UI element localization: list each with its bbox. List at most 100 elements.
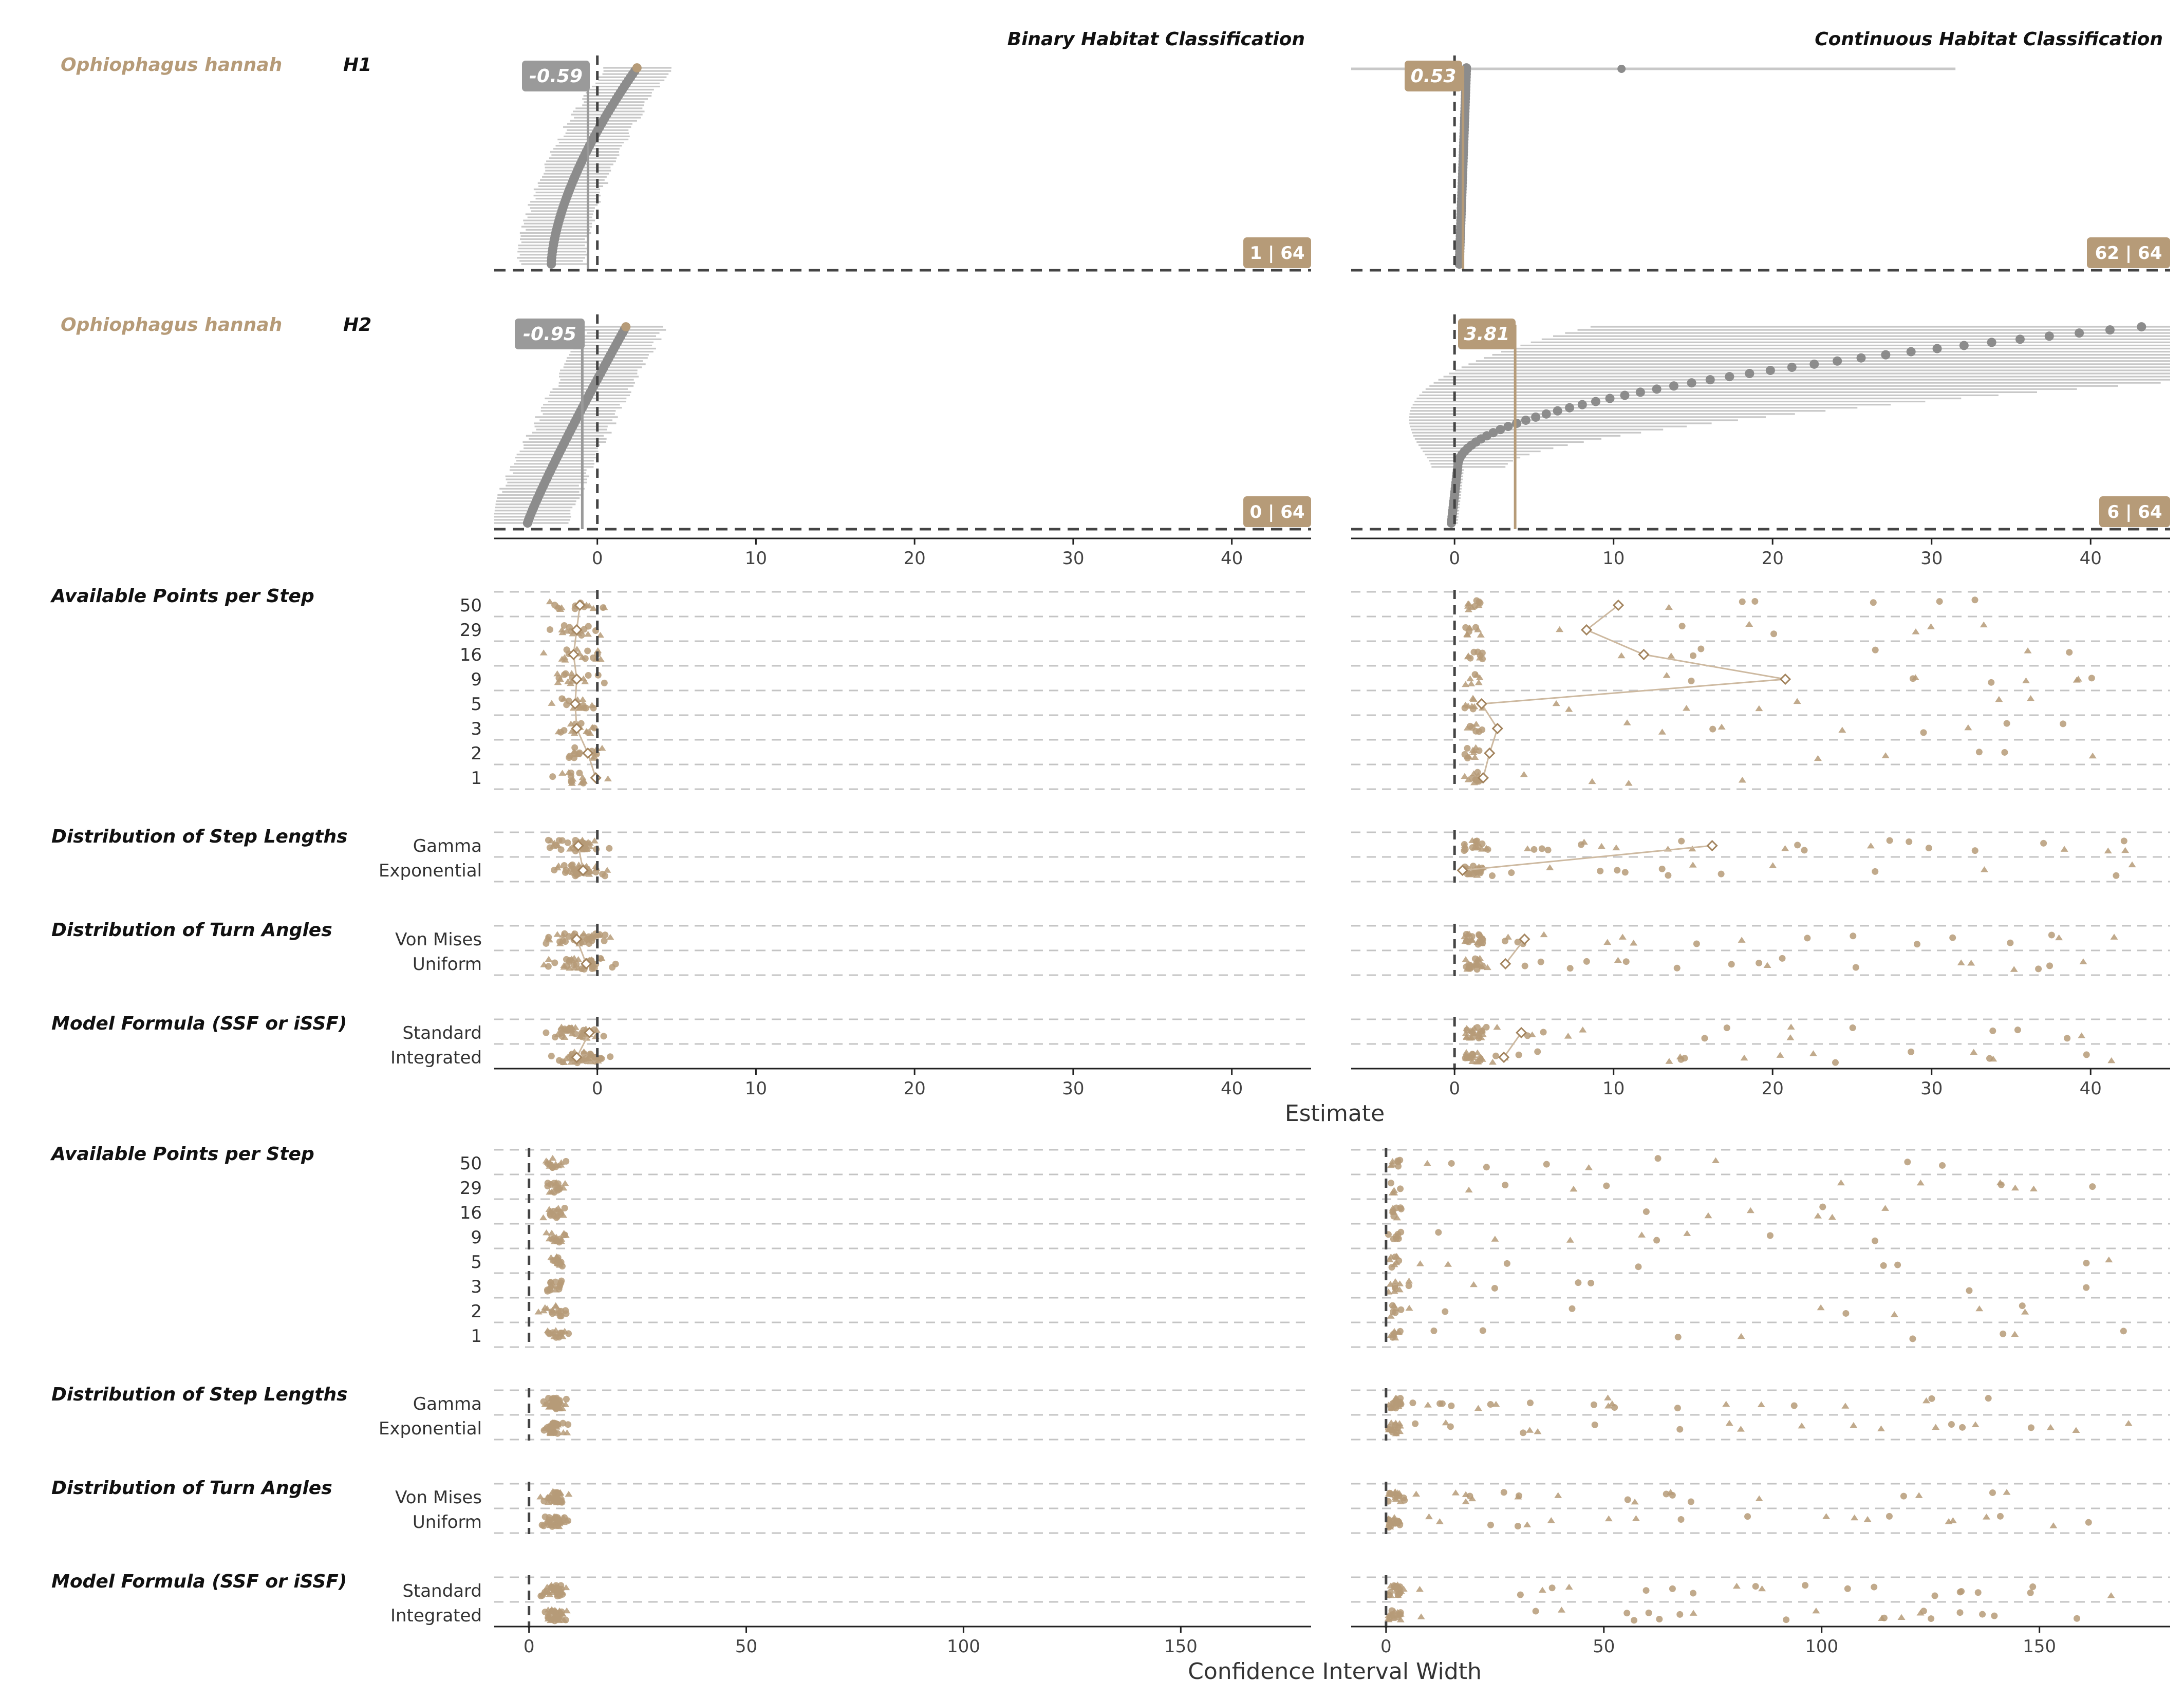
- estimate-point-h2-continuous: [1906, 347, 1916, 357]
- data-point-ci-binary: [546, 1429, 554, 1435]
- data-point-ci-continuous: [1755, 1495, 1763, 1502]
- data-point-ci-continuous: [1674, 1405, 1681, 1412]
- level-label-ci: 5: [471, 1252, 482, 1273]
- mean-marker-continuous: [1484, 747, 1496, 759]
- data-point-ci-binary: [557, 1259, 565, 1266]
- data-point-est-binary: [554, 862, 563, 869]
- data-point-ci-continuous: [1737, 1333, 1745, 1339]
- data-point-ci-continuous: [1654, 1155, 1662, 1162]
- data-point-est-continuous: [1462, 1049, 1470, 1055]
- estimate-axis-label: Estimate: [1285, 1100, 1385, 1127]
- data-point-ci-continuous: [1442, 1419, 1450, 1426]
- data-point-est-binary: [568, 1030, 576, 1037]
- data-point-est-continuous: [1556, 626, 1564, 632]
- axis-tick-label-continuous: 100: [1805, 1636, 1838, 1657]
- data-point-ci-continuous: [1837, 1179, 1845, 1186]
- data-point-ci-continuous: [1956, 1609, 1964, 1616]
- data-point-ci-binary: [555, 1617, 563, 1623]
- data-point-est-continuous: [1995, 696, 2003, 702]
- data-point-est-continuous: [1690, 652, 1697, 659]
- axis-tick-label-continuous: 20: [1762, 1078, 1784, 1099]
- estimate-point-h2-continuous: [2075, 328, 2084, 338]
- data-point-est-continuous: [1478, 963, 1486, 969]
- data-point-est-continuous: [1658, 865, 1666, 872]
- data-point-ci-binary: [541, 1401, 549, 1407]
- mean-marker-binary: [571, 673, 583, 685]
- data-point-ci-continuous: [1387, 1180, 1394, 1187]
- data-point-est-continuous: [1906, 838, 1913, 845]
- data-point-est-binary: [554, 728, 563, 735]
- level-label-est: 2: [471, 743, 482, 764]
- data-point-ci-continuous: [1949, 1517, 1957, 1523]
- data-point-est-continuous: [1728, 961, 1735, 968]
- data-point-ci-continuous: [1448, 1160, 1455, 1167]
- data-point-ci-binary: [556, 1490, 565, 1496]
- data-point-ci-binary: [555, 1523, 563, 1529]
- data-point-est-binary: [558, 626, 566, 632]
- data-point-ci-continuous: [2029, 1583, 2037, 1591]
- data-point-ci-binary: [561, 1231, 568, 1239]
- data-point-est-binary: [598, 1055, 605, 1062]
- data-point-ci-binary: [551, 1608, 559, 1614]
- data-point-ci-continuous: [1487, 1521, 1494, 1528]
- data-point-est-binary: [567, 769, 574, 776]
- data-point-ci-binary: [544, 1180, 551, 1187]
- data-point-ci-continuous: [1958, 1588, 1965, 1595]
- data-point-est-continuous: [1472, 961, 1480, 967]
- data-point-est-continuous: [1986, 1055, 1993, 1062]
- data-point-est-continuous: [1523, 845, 1532, 851]
- mean-marker-binary: [584, 1026, 595, 1039]
- data-point-est-continuous: [1683, 705, 1691, 711]
- data-point-ci-continuous: [1632, 1515, 1640, 1521]
- data-point-ci-continuous: [1928, 1615, 1935, 1622]
- data-point-est-continuous: [1689, 862, 1697, 868]
- data-point-ci-continuous: [1783, 1616, 1790, 1623]
- data-point-ci-binary: [539, 1307, 548, 1314]
- estimate-point-h2-continuous: [1932, 344, 1942, 353]
- data-point-ci-continuous: [1543, 1161, 1550, 1168]
- data-point-est-binary: [567, 680, 575, 686]
- data-point-est-continuous: [1483, 1023, 1490, 1031]
- data-point-ci-continuous: [1393, 1612, 1402, 1618]
- data-point-ci-continuous: [1850, 1422, 1858, 1428]
- data-point-ci-binary: [547, 1254, 555, 1260]
- data-point-est-continuous: [1501, 938, 1508, 945]
- data-point-ci-continuous: [1387, 1162, 1395, 1168]
- data-point-est-binary: [581, 678, 589, 684]
- data-point-est-binary: [573, 751, 581, 758]
- data-point-ci-continuous: [2083, 1260, 2090, 1267]
- data-point-est-continuous: [2010, 966, 2018, 972]
- data-point-est-continuous: [1579, 1026, 1587, 1033]
- data-point-ci-continuous: [1642, 1587, 1650, 1594]
- hypothesis-panels: [494, 55, 2170, 531]
- data-point-est-continuous: [1515, 1051, 1522, 1058]
- axis-tick-label-binary: 40: [1221, 1078, 1243, 1099]
- data-point-ci-continuous: [1394, 1492, 1403, 1499]
- data-point-est-continuous: [1751, 598, 1759, 605]
- species-label-h2: Ophiophagus hannah: [61, 314, 282, 335]
- data-point-ci-continuous: [1534, 1428, 1542, 1434]
- data-point-est-continuous: [1566, 965, 1574, 972]
- data-point-est-continuous: [1488, 1058, 1497, 1065]
- level-label-ci: 9: [471, 1227, 482, 1248]
- data-point-ci-continuous: [1444, 1261, 1452, 1267]
- data-point-est-continuous: [1678, 623, 1686, 630]
- svg-text:1 | 64: 1 | 64: [1249, 243, 1304, 264]
- data-point-ci-continuous: [1802, 1582, 1809, 1589]
- data-point-ci-continuous: [2003, 1489, 2011, 1495]
- data-point-est-binary: [563, 627, 571, 634]
- hyp-panel-h2-binary: [494, 314, 1311, 531]
- data-point-ci-continuous: [1514, 1522, 1521, 1529]
- data-point-est-binary: [589, 963, 596, 970]
- data-point-est-continuous: [1479, 649, 1486, 657]
- data-point-ci-continuous: [1491, 1236, 1499, 1242]
- estimate-point-h2-continuous: [1687, 378, 1696, 388]
- data-point-ci-continuous: [1412, 1420, 1419, 1427]
- data-point-ci-continuous: [1412, 1490, 1421, 1497]
- data-point-ci-binary: [544, 1615, 552, 1622]
- axis-tick-label-binary: 10: [745, 1078, 767, 1099]
- level-label-ci: Standard: [402, 1581, 482, 1601]
- median-badge-h1-binary: -0.59: [522, 61, 590, 91]
- data-point-ci-continuous: [1828, 1213, 1836, 1220]
